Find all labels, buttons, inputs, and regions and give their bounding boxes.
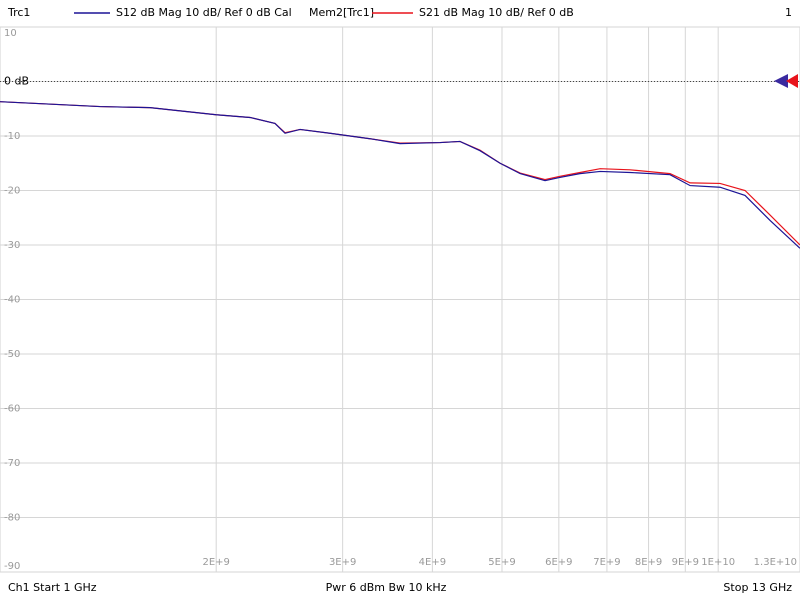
x-tick-label: 7E+9 [593,557,620,568]
footer-power: Pwr 6 dBm Bw 10 kHz [326,581,447,594]
legend-text: S12 dB Mag 10 dB/ Ref 0 dB Cal [116,6,292,19]
y-tick-label: -60 [4,404,20,415]
y-tick-label: 10 [4,28,17,39]
x-tick-label: 1E+10 [701,557,735,568]
legend-name: Mem2[Trc1] [309,6,374,19]
legend-text: S21 dB Mag 10 dB/ Ref 0 dB [419,6,574,19]
trace [0,101,800,249]
y-tick-label: -10 [4,131,20,142]
trace-title: Trc1 [7,6,30,19]
y-tick-label: -50 [4,349,20,360]
x-tick-label: 4E+9 [419,557,446,568]
y-tick-label: 0 dB [4,75,29,88]
x-tick-label: 8E+9 [635,557,662,568]
y-tick-label: -30 [4,240,20,251]
x-tick-label: 5E+9 [488,557,515,568]
x-tick-label: 9E+9 [672,557,699,568]
y-tick-label: -80 [4,513,20,524]
x-tick-label: 2E+9 [202,557,229,568]
y-tick-label: -70 [4,458,20,469]
x-tick-label: 1.3E+10 [754,557,797,568]
ref-marker [786,74,798,88]
y-tick-label: -40 [4,295,20,306]
y-tick-label: -90 [4,561,20,572]
x-tick-label: 6E+9 [545,557,572,568]
footer-stop: Stop 13 GHz [723,581,792,594]
window-number: 1 [785,6,792,19]
y-tick-label: -20 [4,186,20,197]
ref-marker [774,74,788,88]
x-tick-label: 3E+9 [329,557,356,568]
footer-start: Ch1 Start 1 GHz [8,581,97,594]
